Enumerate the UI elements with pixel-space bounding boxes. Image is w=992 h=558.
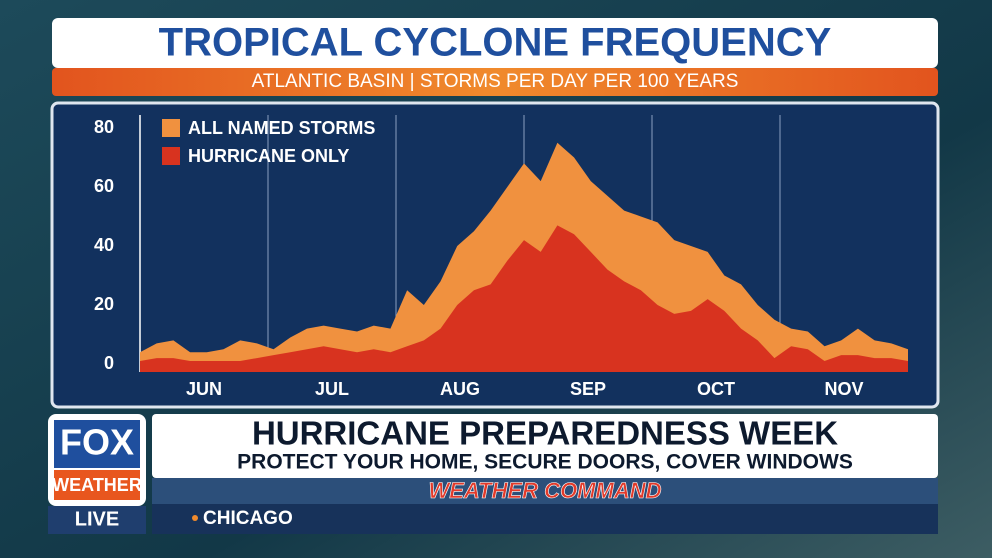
logo-bottom: WEATHER (52, 475, 142, 495)
y-tick-label: 40 (94, 235, 114, 255)
brand-band (152, 478, 938, 504)
subheadline: PROTECT YOUR HOME, SECURE DOORS, COVER W… (237, 451, 853, 474)
headline: HURRICANE PREPAREDNESS WEEK (252, 415, 838, 452)
x-tick-label: JUN (186, 379, 222, 399)
y-tick-label: 0 (104, 353, 114, 373)
x-tick-label: OCT (697, 379, 735, 399)
location: CHICAGO (203, 508, 293, 529)
subtitle: ATLANTIC BASIN | STORMS PER DAY PER 100 … (252, 71, 739, 92)
y-tick-label: 20 (94, 294, 114, 314)
headline-box (152, 414, 938, 478)
subtitle-band (52, 68, 938, 96)
title: TROPICAL CYCLONE FREQUENCY (159, 21, 832, 65)
y-tick-label: 60 (94, 176, 114, 196)
title-box (52, 18, 938, 68)
live-box (48, 506, 146, 534)
logo-top-bg (54, 420, 140, 468)
legend-label: ALL NAMED STORMS (188, 118, 375, 138)
logo-top: FOX (60, 422, 134, 463)
legend-swatch (162, 147, 180, 165)
x-tick-label: SEP (570, 379, 606, 399)
x-tick-label: JUL (315, 379, 349, 399)
legend-swatch (162, 119, 180, 137)
location-band (152, 504, 938, 534)
location-pin (192, 515, 198, 521)
brand: WEATHER COMMAND (428, 478, 661, 503)
area (140, 225, 908, 372)
legend-label: HURRICANE ONLY (188, 146, 349, 166)
plot: 0 20 40 60 80 ALL NAMED STORMS HURRICANE ONLY J… (94, 115, 908, 399)
x-tick-label: AUG (440, 379, 480, 399)
x-tick-label: NOV (824, 379, 863, 399)
logo-bottom-bg (54, 470, 140, 500)
live: LIVE (75, 508, 119, 530)
y-tick-label: 80 (94, 117, 114, 137)
